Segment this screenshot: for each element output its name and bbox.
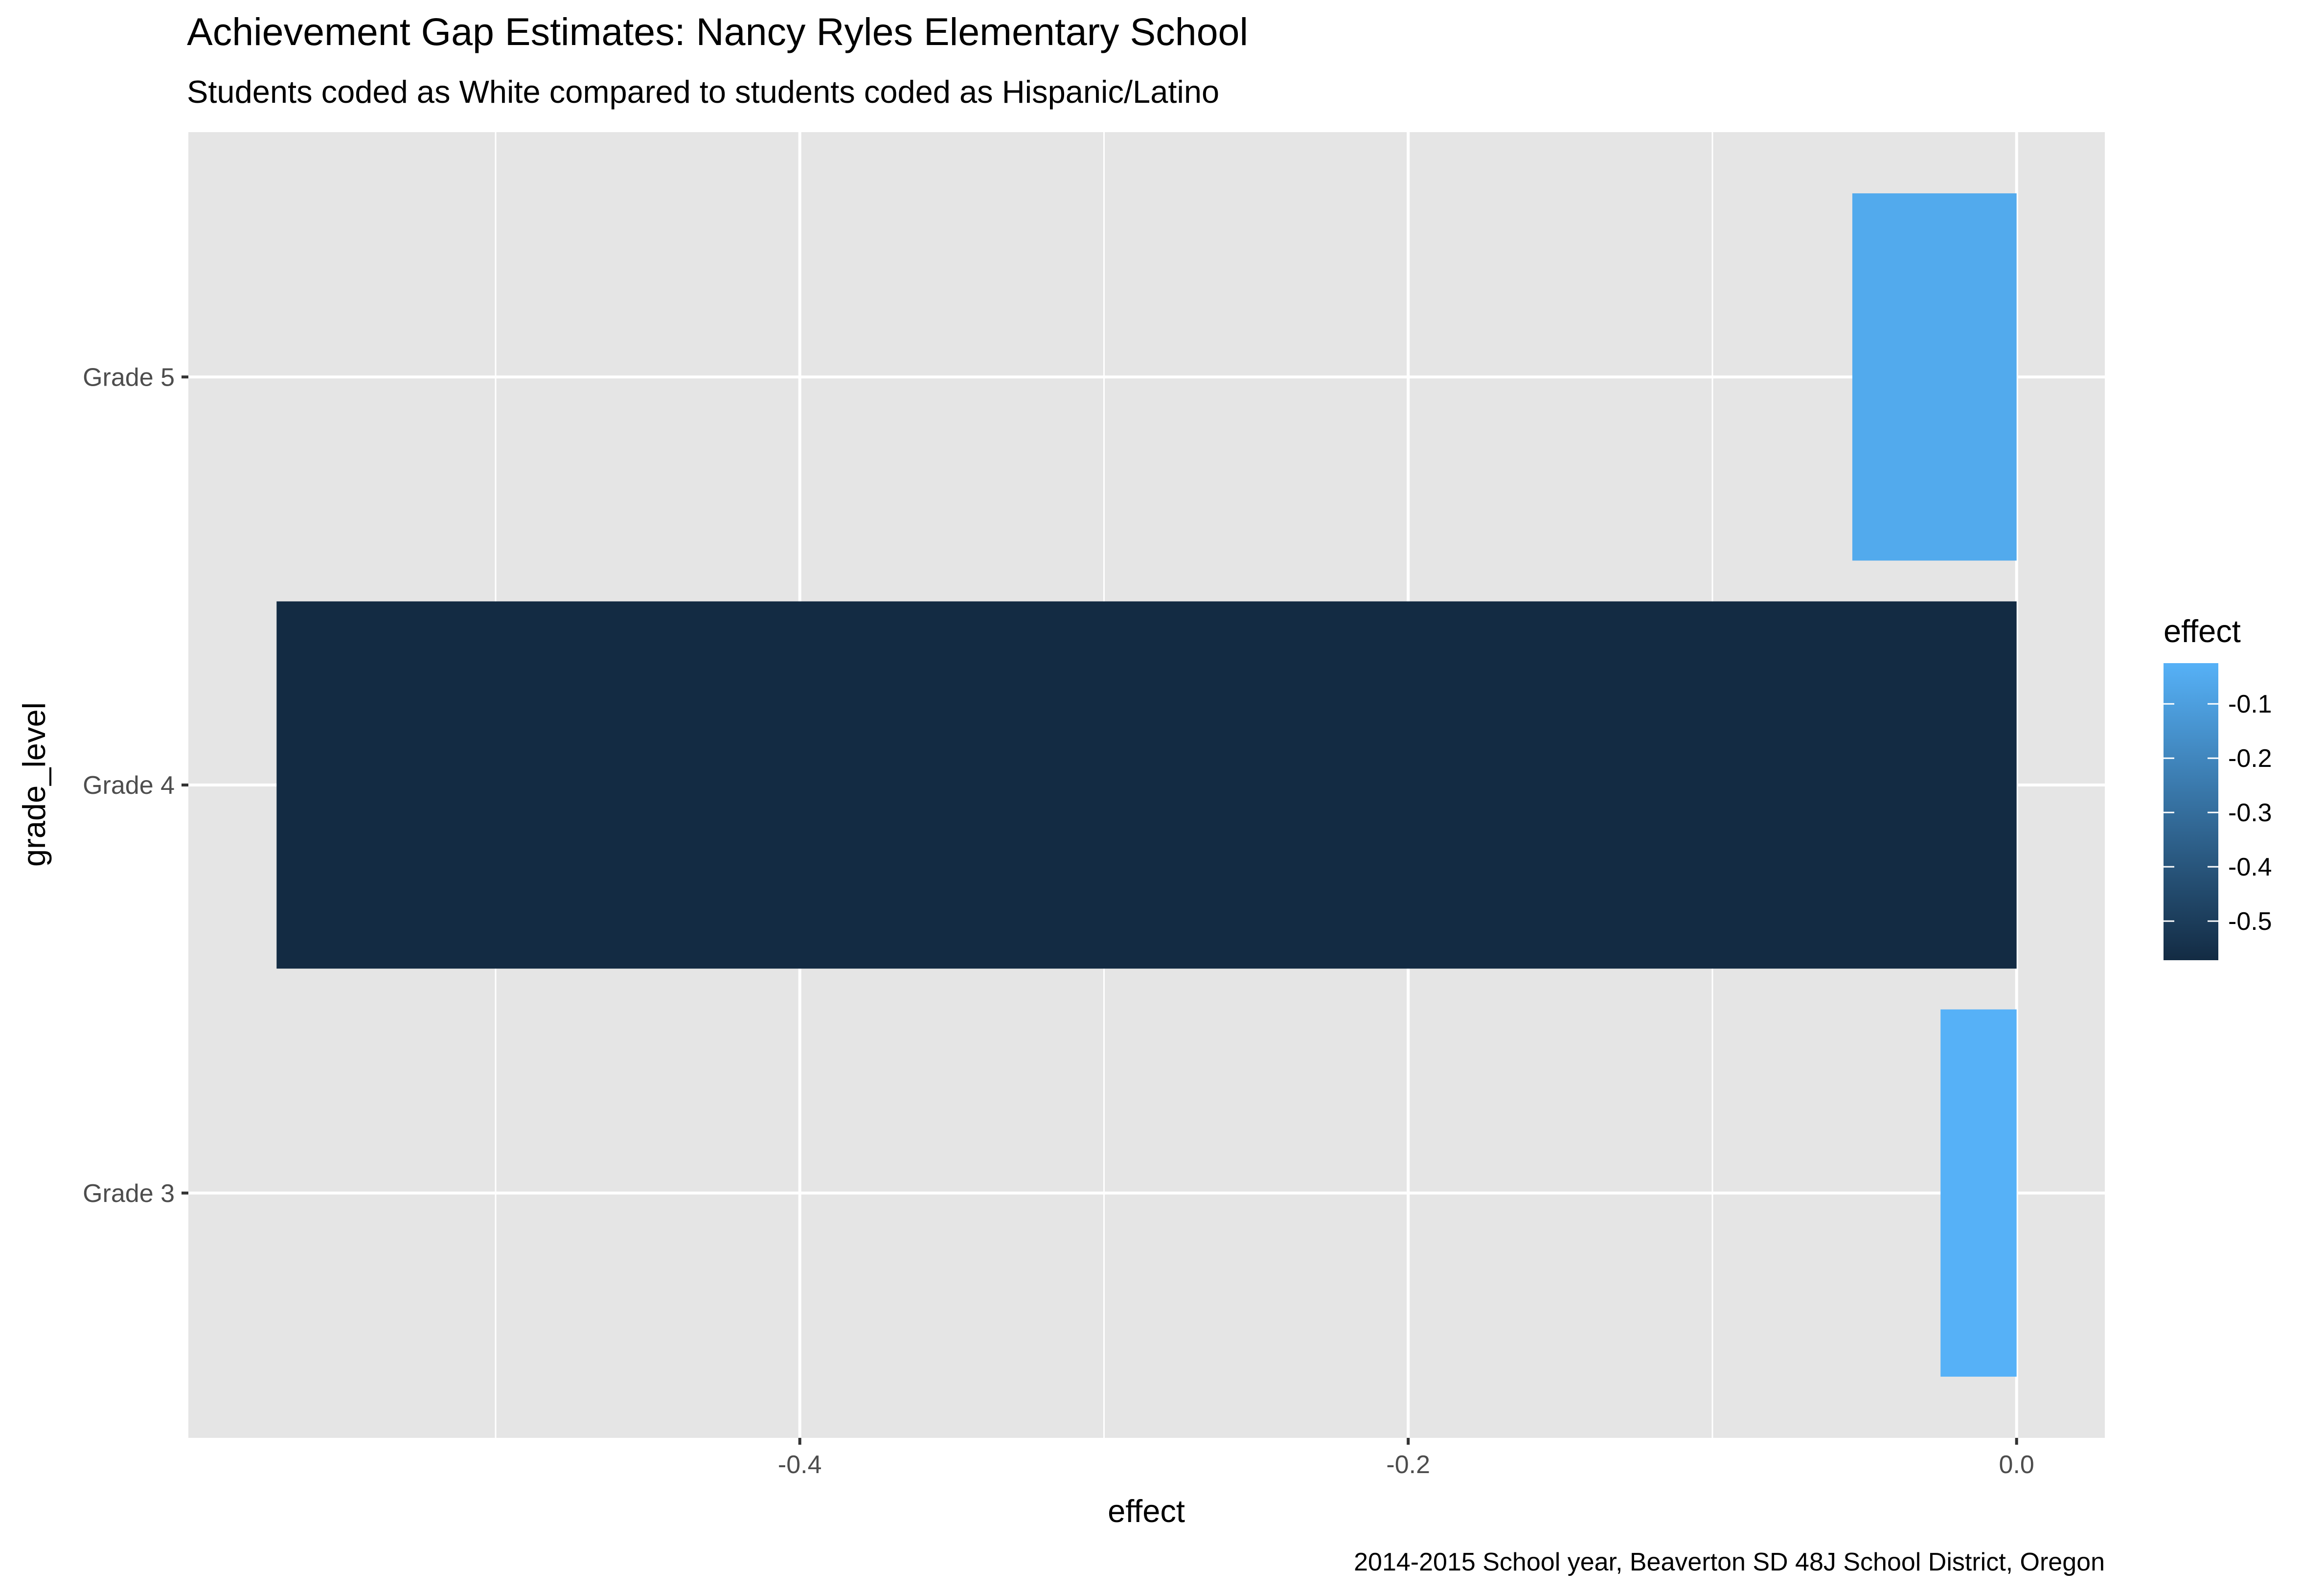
- legend-tick-label: -0.1: [2228, 690, 2272, 718]
- legend-title: effect: [2164, 613, 2241, 649]
- y-tick-label: Grade 3: [83, 1179, 175, 1208]
- bar-grade-3: [1940, 1009, 2017, 1377]
- chart-title: Achievement Gap Estimates: Nancy Ryles E…: [187, 10, 1248, 53]
- x-tick-label: -0.2: [1386, 1451, 1430, 1479]
- y-axis: Grade 3 Grade 4 Grade 5: [83, 363, 188, 1208]
- legend-tick-label: -0.2: [2228, 744, 2272, 773]
- y-tick-label: Grade 4: [83, 771, 175, 800]
- chart-subtitle: Students coded as White compared to stud…: [187, 74, 1219, 110]
- legend: effect -0.1 -0.2 -0.3 -0.4 -0.5: [2164, 613, 2272, 960]
- legend-tick-label: -0.3: [2228, 799, 2272, 827]
- y-axis-title: grade_level: [16, 702, 52, 867]
- y-tick-label: Grade 5: [83, 363, 175, 392]
- x-tick-label: 0.0: [1999, 1451, 2034, 1479]
- chart-caption: 2014-2015 School year, Beaverton SD 48J …: [1354, 1548, 2105, 1576]
- x-tick-label: -0.4: [778, 1451, 822, 1479]
- bar-grade-5: [1852, 193, 2017, 561]
- x-axis-title: effect: [1108, 1493, 1185, 1529]
- legend-colorbar: [2164, 663, 2218, 960]
- bars: [276, 193, 2017, 1377]
- legend-ticks: -0.1 -0.2 -0.3 -0.4 -0.5: [2164, 690, 2272, 936]
- legend-tick-label: -0.4: [2228, 853, 2272, 881]
- legend-tick-label: -0.5: [2228, 907, 2272, 936]
- x-axis: -0.4 -0.2 0.0: [778, 1438, 2034, 1479]
- bar-grade-4: [276, 601, 2017, 969]
